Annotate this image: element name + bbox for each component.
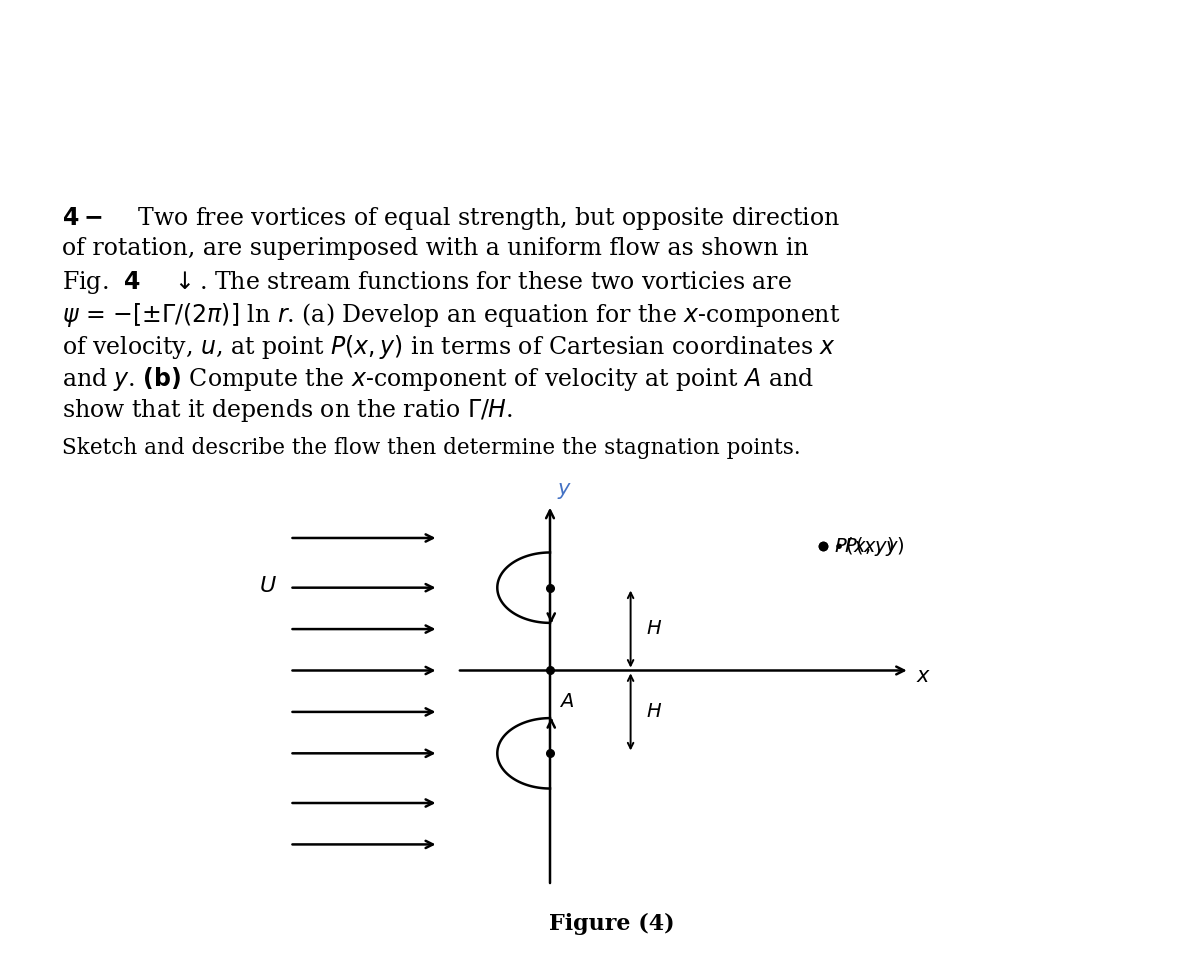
- Text: $P(x, y)$: $P(x, y)$: [834, 535, 894, 558]
- Text: $\mathbf{4-}$    Two free vortices of equal strength, but opposite direction: $\mathbf{4-}$ Two free vortices of equal…: [62, 205, 840, 232]
- Text: $y$: $y$: [558, 481, 572, 501]
- Text: $H$: $H$: [646, 620, 662, 638]
- Text: of velocity, $u$, at point $P(x,y)$ in terms of Cartesian coordinates $x$: of velocity, $u$, at point $P(x,y)$ in t…: [62, 333, 836, 361]
- Text: show that it depends on the ratio $\Gamma/H$.: show that it depends on the ratio $\Gamm…: [62, 397, 514, 424]
- Text: $\psi$ = $-[\pm\Gamma/(2\pi)]$ ln $r$. (a) Develop an equation for the $x$-compo: $\psi$ = $-[\pm\Gamma/(2\pi)]$ ln $r$. (…: [62, 301, 840, 329]
- Text: $x$: $x$: [916, 667, 931, 686]
- Text: Fig.  $\mathbf{4}$    $\downarrow$. The stream functions for these two vorticies: Fig. $\mathbf{4}$ $\downarrow$. The stre…: [62, 269, 792, 296]
- Text: $\bullet P(x, y)$: $\bullet P(x, y)$: [832, 535, 905, 558]
- Text: and $y$. $\mathbf{(b)}$ Compute the $x$-component of velocity at point $A$ and: and $y$. $\mathbf{(b)}$ Compute the $x$-…: [62, 365, 814, 393]
- Text: $H$: $H$: [646, 703, 662, 721]
- Text: of rotation, are superimposed with a uniform flow as shown in: of rotation, are superimposed with a uni…: [62, 237, 809, 260]
- Text: Figure (4): Figure (4): [550, 913, 674, 935]
- Text: $A$: $A$: [559, 693, 575, 711]
- Text: Sketch and describe the flow then determine the stagnation points.: Sketch and describe the flow then determ…: [62, 437, 800, 459]
- Text: $U$: $U$: [259, 575, 277, 596]
